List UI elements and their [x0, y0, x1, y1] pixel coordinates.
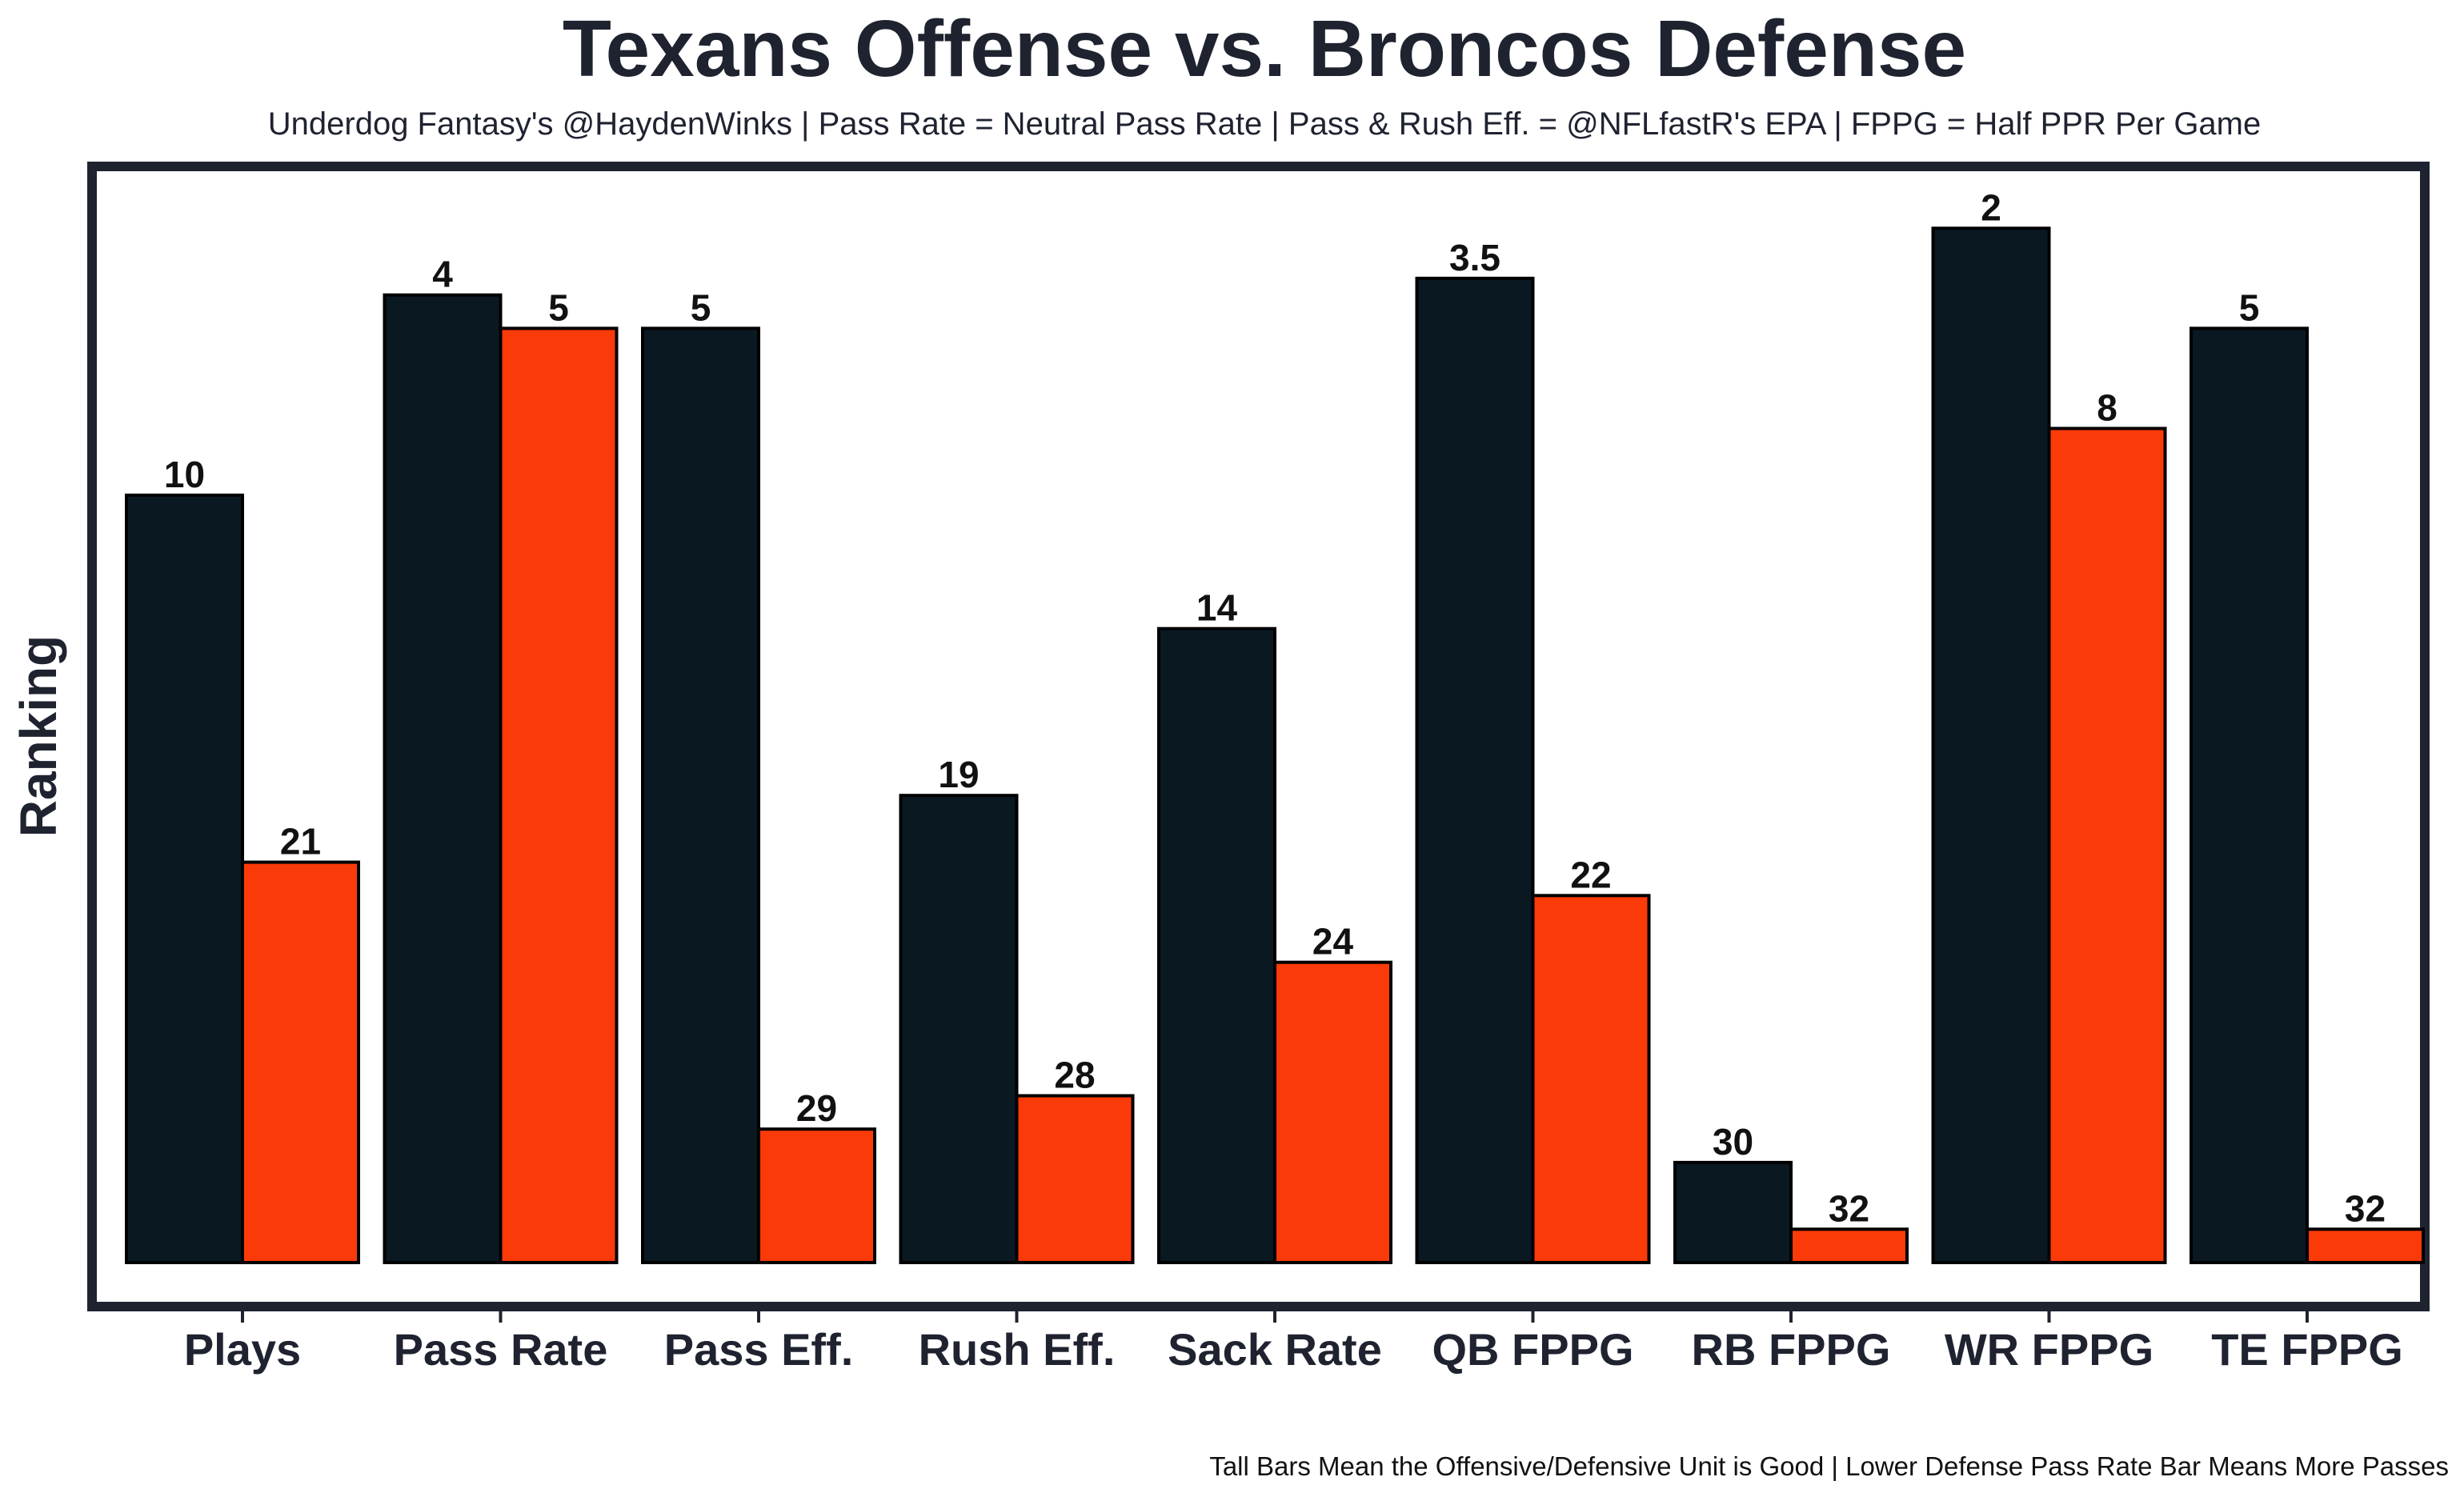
defense-value-label: 21: [280, 821, 321, 863]
offense-value-label: 5: [2239, 286, 2260, 328]
x-tick-label: WR FPPG: [1945, 1324, 2153, 1375]
defense-value-label: 24: [1312, 921, 1354, 963]
offense-bar: [1673, 1160, 1793, 1265]
defense-bar: [241, 860, 360, 1264]
x-tick-label: Rush Eff.: [919, 1324, 1116, 1375]
defense-bar: [1273, 960, 1392, 1264]
defense-value-label: 32: [2345, 1187, 2386, 1229]
defense-value-label: 32: [1829, 1187, 1869, 1229]
defense-value-label: 28: [1054, 1055, 1095, 1096]
x-tick-label: QB FPPG: [1432, 1324, 1633, 1375]
plot-frame: [87, 162, 2430, 1311]
defense-bar: [2047, 426, 2167, 1264]
defense-value-label: 5: [548, 286, 569, 328]
x-axis-ticks: Plays Pass Rate Pass Eff. Rush Eff. Sack Rat…: [184, 1311, 2403, 1375]
x-tick-label: Pass Rate: [394, 1324, 608, 1375]
chart-footnote: Tall Bars Mean the Offensive/Defensive U…: [1209, 1451, 2449, 1481]
offense-value-label: 10: [164, 454, 205, 495]
defense-bar: [2306, 1227, 2425, 1265]
chart-subtitle: Underdog Fantasy's @HaydenWinks | Pass R…: [268, 106, 2262, 142]
offense-value-label: 14: [1196, 587, 1238, 629]
x-tick-label: TE FPPG: [2211, 1324, 2403, 1375]
offense-bar: [1415, 276, 1535, 1265]
offense-bar: [641, 326, 760, 1264]
defense-bar: [1015, 1094, 1135, 1264]
offense-value-label: 19: [938, 754, 979, 795]
defense-value-label: 8: [2097, 387, 2117, 429]
offense-value-label: 5: [691, 286, 711, 328]
offense-bar: [2190, 326, 2309, 1264]
offense-bar: [1931, 226, 2051, 1264]
y-axis-label: Ranking: [10, 635, 67, 837]
bars-layer: [125, 226, 2425, 1265]
defense-bar: [1789, 1227, 1909, 1265]
offense-bar: [1157, 626, 1276, 1264]
defense-bar: [757, 1127, 876, 1264]
offense-value-label: 30: [1713, 1121, 1753, 1163]
defense-bar: [1531, 894, 1651, 1265]
offense-bar: [383, 293, 503, 1265]
offense-value-label: 3.5: [1449, 237, 1500, 278]
offense-bar: [899, 794, 1019, 1264]
offense-value-label: 2: [1981, 186, 2001, 228]
offense-bar: [125, 493, 244, 1264]
offense-value-label: 4: [432, 254, 453, 295]
defense-value-label: 22: [1570, 854, 1611, 895]
x-tick-label: Plays: [184, 1324, 301, 1375]
x-tick-label: Sack Rate: [1168, 1324, 1382, 1375]
x-tick-label: RB FPPG: [1692, 1324, 1891, 1375]
defense-bar: [499, 326, 619, 1264]
defense-value-label: 29: [796, 1087, 837, 1129]
chart-title: Texans Offense vs. Broncos Defense: [563, 4, 1966, 94]
x-tick-label: Pass Eff.: [664, 1324, 854, 1375]
